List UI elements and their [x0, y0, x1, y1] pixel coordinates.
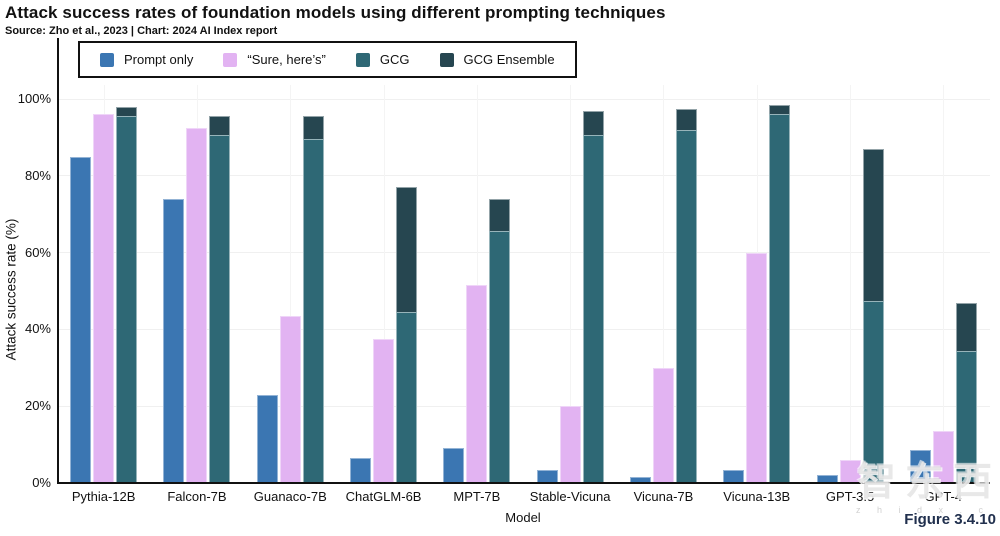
bar-group-gpt-4: [897, 85, 990, 483]
bar-prompt-only: [350, 458, 372, 483]
gridline-horizontal: [57, 405, 990, 407]
y-tick-label: 60%: [24, 244, 51, 260]
y-tick-label: 100%: [17, 91, 51, 106]
legend-swatch: [355, 52, 370, 67]
bar-gcg-stack: [489, 198, 511, 483]
legend-item-label: “Sure, here’s”: [247, 52, 326, 67]
bar-gcg: [582, 135, 604, 483]
legend-swatch: [223, 52, 238, 67]
legend-item-label: Prompt only: [124, 52, 194, 67]
bar-sure-heres: [746, 252, 768, 483]
legend-item-prompt-only: Prompt only: [100, 52, 193, 67]
bar-group-chatglm-6b: [337, 85, 430, 483]
gridline-vertical: [850, 85, 852, 483]
bar-gcg-stack: [769, 104, 791, 483]
x-axis-line: [57, 482, 990, 484]
y-tick-label: 80%: [24, 167, 51, 183]
bar-prompt-only: [909, 450, 931, 483]
x-tick-label: Pythia-12B: [71, 489, 136, 504]
bar-prompt-only: [443, 448, 465, 483]
bar-gcg: [769, 114, 791, 483]
bar-gcg: [955, 350, 977, 483]
bar-gcg: [116, 116, 138, 483]
x-tick-label: GPT-4: [924, 489, 963, 504]
bar-group-pythia-12b: [57, 85, 150, 483]
legend: Prompt only “Sure, here’s” GCG GCG Ensemble: [78, 41, 577, 78]
bar-gcg-stack: [302, 116, 324, 483]
bar-sure-heres: [373, 339, 395, 483]
gridline-vertical: [476, 85, 478, 483]
bar-gcg-stack: [582, 110, 604, 483]
y-axis-title: Attack success rate (%): [3, 218, 19, 361]
legend-item-gcg-ensemble: GCG Ensemble: [439, 52, 555, 67]
gridline-horizontal: [57, 98, 990, 100]
gridline-horizontal: [57, 175, 990, 177]
bar-prompt-only: [723, 469, 745, 483]
chart-source: Source: Zho et al., 2023 | Chart: 2024 A…: [5, 25, 278, 37]
bar-gcg: [675, 129, 697, 483]
legend-item-gcg: GCG: [355, 52, 410, 67]
y-tick-label: 20%: [24, 398, 51, 414]
bar-sure-heres: [466, 285, 488, 483]
x-tick-label: Guanaco-7B: [253, 489, 327, 504]
bar-sure-heres: [279, 315, 301, 483]
bar-gcg: [862, 300, 884, 483]
bar-group-guanaco-7b: [244, 85, 337, 483]
bar-gcg-stack: [675, 108, 697, 483]
gridline-vertical: [943, 85, 945, 483]
bar-gcg-stack: [862, 148, 884, 483]
bar-group-mpt-7b: [430, 85, 523, 483]
x-tick-label: Stable-Vicuna: [529, 489, 611, 504]
legend-swatch: [100, 52, 114, 67]
gridline-vertical: [290, 85, 292, 483]
legend-swatch: [439, 52, 454, 67]
bar-gcg-stack: [209, 116, 231, 483]
chart-title: Attack success rates of foundation model…: [5, 3, 666, 22]
bar-gcg: [396, 312, 418, 483]
bar-group-falcon-7b: [150, 85, 243, 483]
bar-gcg-stack: [955, 302, 977, 483]
bar-group-vicuna-13b: [710, 85, 803, 483]
bar-sure-heres: [186, 127, 208, 483]
bar-group-gpt-3.5: [803, 85, 896, 483]
gridline-vertical: [663, 85, 665, 483]
x-axis-title: Model: [505, 510, 541, 525]
bar-gcg: [302, 139, 324, 483]
bar-sure-heres: [93, 114, 115, 483]
bar-sure-heres: [559, 406, 581, 483]
bar-gcg-stack: [116, 106, 138, 483]
bar-sure-heres: [652, 367, 674, 483]
legend-item-label: GCG: [379, 52, 410, 67]
gridline-vertical: [570, 85, 572, 483]
y-tick-label: 40%: [24, 321, 51, 337]
x-tick-label: GPT-3.5: [825, 489, 875, 504]
x-tick-label: Falcon-7B: [167, 489, 227, 504]
gridline-horizontal: [57, 252, 990, 254]
bar-group-stable-vicuna: [524, 85, 617, 483]
figure-number: Figure 3.4.10: [904, 511, 996, 528]
bar-gcg: [209, 135, 231, 483]
x-tick-label: MPT-7B: [453, 489, 501, 504]
bar-gcg-stack: [396, 187, 418, 483]
bar-prompt-only: [256, 394, 278, 483]
y-axis-line: [57, 38, 59, 483]
gridline-horizontal: [57, 328, 990, 330]
bar-sure-heres: [839, 459, 861, 483]
bar-group-vicuna-7b: [617, 85, 710, 483]
x-tick-label: ChatGLM-6B: [345, 489, 422, 504]
legend-item--sure-here-s-: “Sure, here’s”: [223, 52, 326, 67]
y-tick-label: 0%: [32, 475, 51, 490]
gridline-vertical: [383, 85, 385, 483]
bar-sure-heres: [932, 431, 954, 483]
x-tick-label: Vicuna-13B: [723, 489, 791, 504]
x-tick-label: Vicuna-7B: [633, 489, 694, 504]
bar-prompt-only: [536, 469, 558, 483]
bar-prompt-only: [70, 156, 92, 483]
bar-prompt-only: [163, 198, 185, 483]
legend-item-label: GCG Ensemble: [463, 52, 555, 67]
plot-area: [57, 85, 990, 483]
bar-gcg: [489, 231, 511, 483]
